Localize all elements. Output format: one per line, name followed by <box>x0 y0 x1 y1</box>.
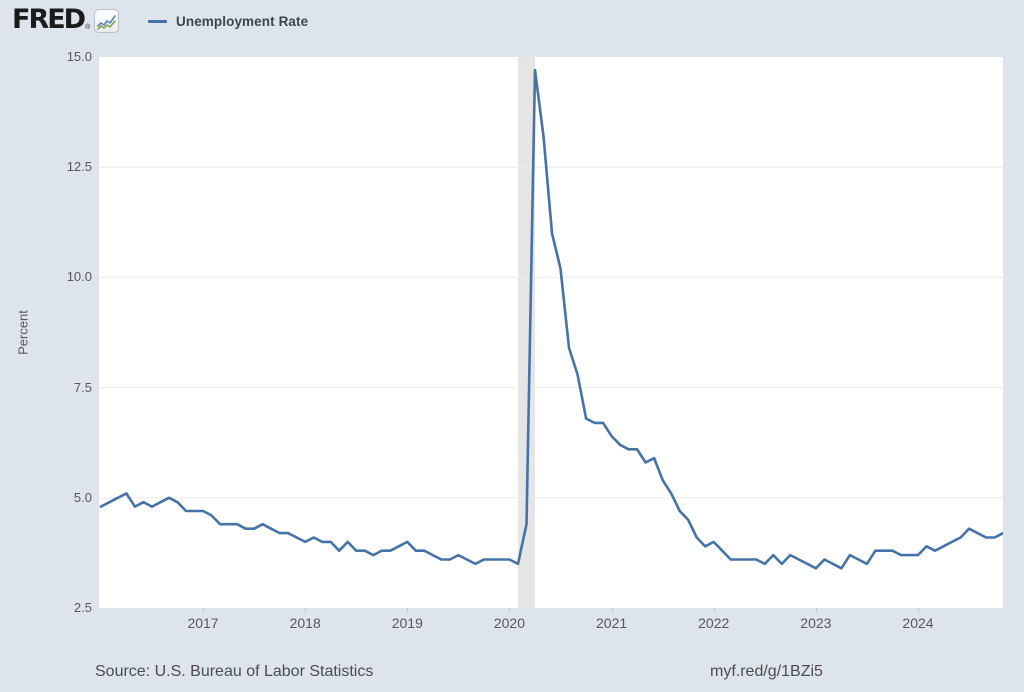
recession-band <box>518 57 535 608</box>
legend: Unemployment Rate <box>148 14 308 29</box>
registered-trademark-icon: ® <box>85 24 91 31</box>
permalink-url[interactable]: myf.red/g/1BZi5 <box>710 663 823 680</box>
y-tick-label: 5.0 <box>73 489 92 505</box>
source-attribution: Source: U.S. Bureau of Labor Statistics <box>95 663 374 680</box>
x-tick-mark <box>714 608 715 613</box>
x-tick-mark <box>816 608 817 613</box>
line-chart-icon <box>94 9 120 33</box>
x-tick-mark <box>918 608 919 613</box>
y-tick-label: 2.5 <box>73 600 92 615</box>
x-tick-label: 2024 <box>902 615 934 631</box>
x-tick-label: 2023 <box>800 615 832 631</box>
x-tick-label: 2018 <box>289 615 321 631</box>
x-tick-mark <box>407 608 408 613</box>
x-tick-mark <box>305 608 306 613</box>
x-tick-mark <box>203 608 204 613</box>
legend-line-marker <box>148 20 167 23</box>
x-tick-mark <box>612 608 613 613</box>
y-tick-label: 12.5 <box>66 159 92 175</box>
y-tick-label: 15.0 <box>66 49 92 64</box>
fred-logo-text: FRED <box>12 4 86 35</box>
chart-canvas <box>99 57 1003 608</box>
x-tick-label: 2017 <box>187 615 219 631</box>
unemployment-rate-line <box>99 68 1003 570</box>
y-axis-title: Percent <box>15 310 31 355</box>
fred-logo[interactable]: FRED ® <box>12 4 120 35</box>
x-tick-label: 2020 <box>493 615 526 631</box>
x-tick-label: 2022 <box>698 615 730 631</box>
y-tick-label: 7.5 <box>73 379 92 395</box>
x-tick-label: 2019 <box>391 615 423 631</box>
y-tick-label: 10.0 <box>66 269 92 285</box>
x-tick-label: 2021 <box>596 615 628 631</box>
x-tick-mark <box>509 608 510 613</box>
legend-series-label: Unemployment Rate <box>176 14 309 29</box>
plot-area[interactable] <box>99 57 1003 608</box>
